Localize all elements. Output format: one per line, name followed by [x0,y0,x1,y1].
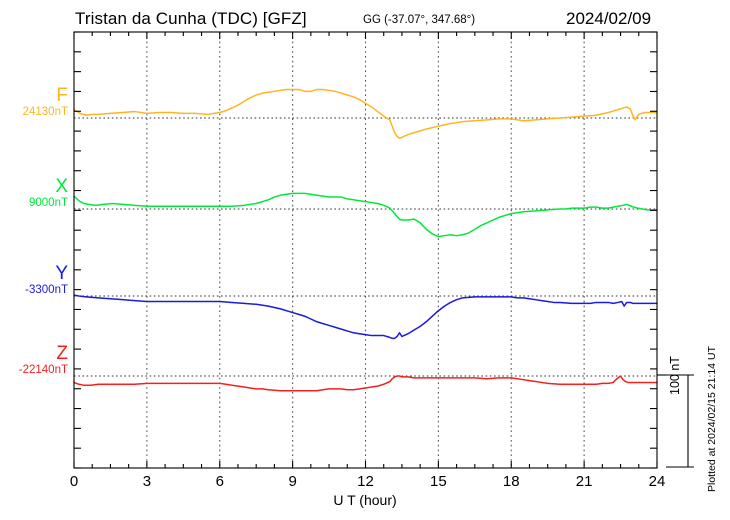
component-baseline-y: -3300nT [25,284,68,296]
component-baseline-x: 9000nT [28,197,68,209]
x-tick-label: 15 [430,473,447,490]
x-tick-label: 24 [649,473,666,490]
plot-date: 2024/02/09 [566,9,652,28]
component-letter-y: Y [55,263,68,284]
x-tick-label: 21 [576,473,593,490]
plotted-timestamp: Plotted at 2024/02/15 21:14 UT [706,346,718,492]
x-tick-label: 9 [288,473,296,490]
scalebar-label: 100 nT [668,356,682,395]
geographic-coordinates: GG (-37.07°, 347.68°) [363,14,476,26]
trace-z [73,375,658,392]
component-baseline-f: 24130nT [22,106,68,118]
x-axis-title: U T (hour) [333,492,397,508]
x-tick-label: 18 [503,473,520,490]
component-label-f: F 24130nT [6,86,68,119]
trace-y [73,294,658,340]
component-baseline-z: -22140nT [18,364,68,376]
component-label-x: X 9000nT [6,177,68,210]
x-tick-label: 3 [143,473,151,490]
component-letter-x: X [55,176,68,197]
trace-f [73,88,658,139]
component-letter-z: Z [56,343,68,364]
station-title: Tristan da Cunha (TDC) [GFZ] [75,9,307,28]
x-tick-label: 12 [357,473,374,490]
x-tick-label: 6 [216,473,224,490]
component-label-z: Z -22140nT [6,344,68,377]
component-letter-f: F [56,85,68,106]
x-tick-label: 0 [70,473,78,490]
component-label-y: Y -3300nT [6,264,68,297]
trace-x [73,192,658,238]
